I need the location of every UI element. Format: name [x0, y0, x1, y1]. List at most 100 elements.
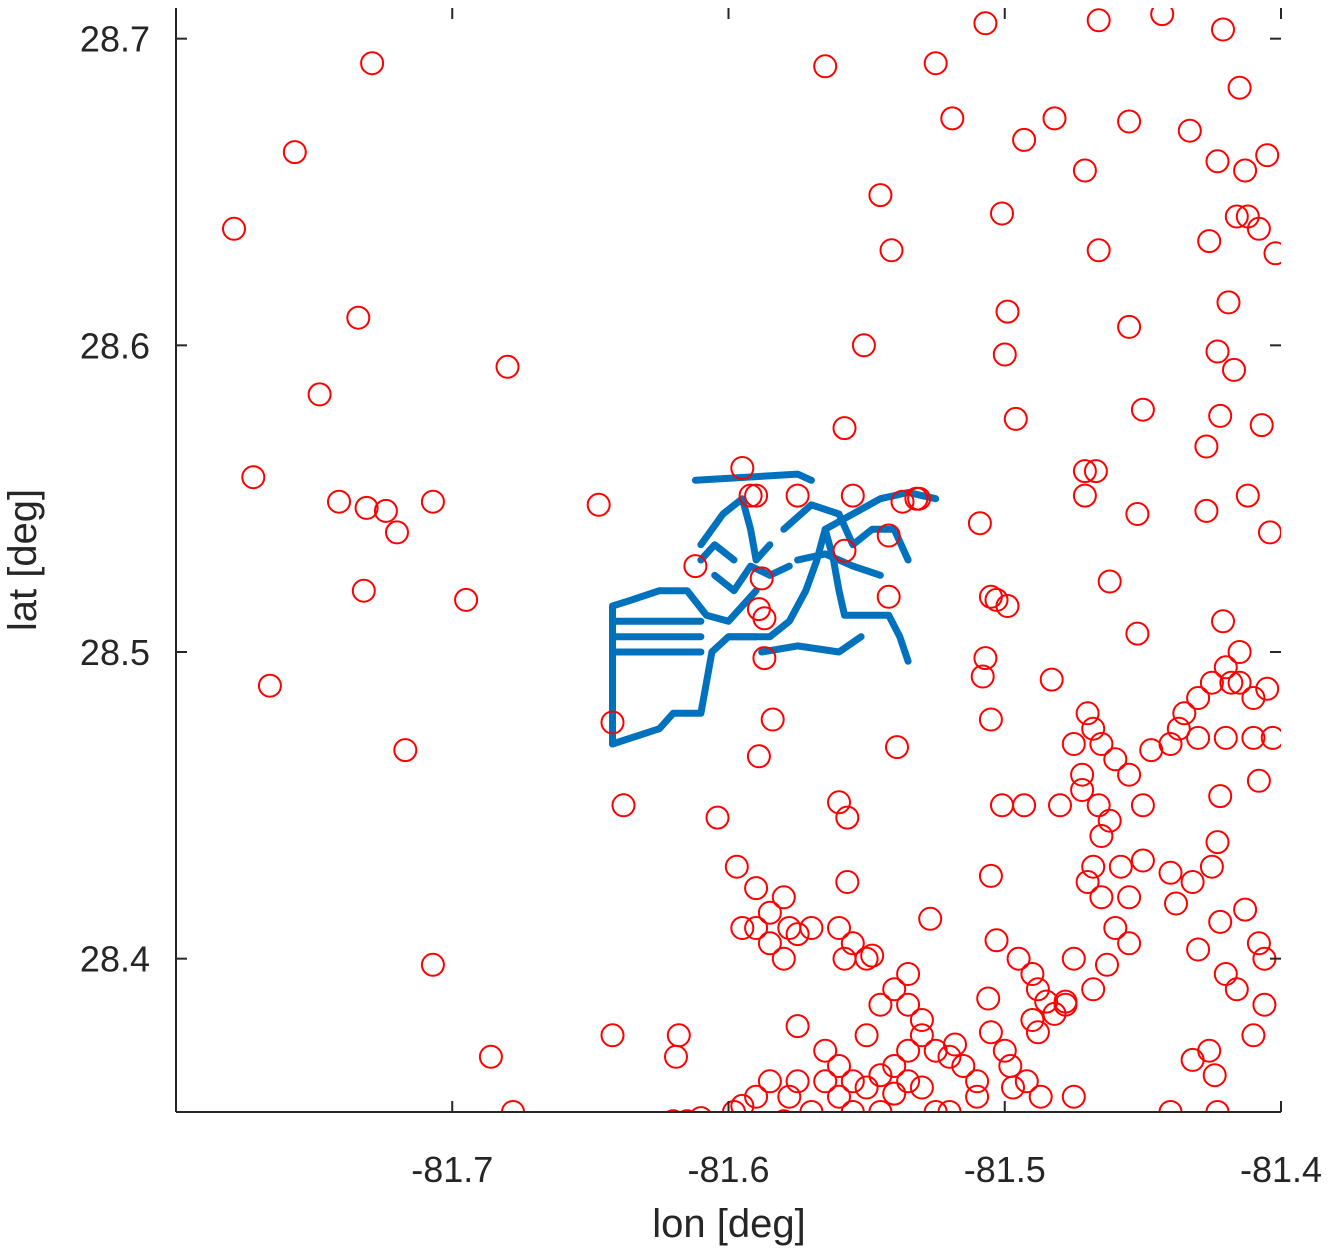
circle-marker	[724, 854, 749, 879]
circle-marker	[1211, 609, 1235, 634]
circle-marker	[992, 1038, 1017, 1063]
circle-marker	[976, 986, 1001, 1011]
circle-marker	[1205, 149, 1230, 174]
circle-marker	[1117, 885, 1142, 910]
circle-marker	[1246, 931, 1271, 956]
circle-marker	[984, 587, 1009, 612]
circle-marker	[1233, 158, 1258, 183]
route-path	[697, 541, 738, 564]
circle-marker	[360, 51, 385, 76]
circle-marker	[813, 1069, 838, 1094]
circle-marker	[1199, 670, 1224, 695]
circle-marker	[951, 1054, 976, 1078]
circle-marker	[600, 710, 625, 735]
y-axis-label: lat [deg]	[1, 489, 45, 631]
circle-marker	[1086, 8, 1111, 33]
circle-marker	[1089, 732, 1114, 756]
circle-marker	[785, 922, 810, 947]
circle-marker	[1086, 793, 1111, 818]
circle-marker	[1241, 1023, 1266, 1048]
circle-marker	[744, 916, 769, 940]
circle-marker	[785, 483, 810, 508]
circle-marker	[730, 456, 755, 480]
circle-marker	[776, 1109, 792, 1112]
circle-marker	[1012, 127, 1037, 152]
circle-marker	[1075, 701, 1100, 726]
circle-marker	[965, 1069, 990, 1094]
circle-marker	[1012, 793, 1037, 818]
circle-marker	[1252, 992, 1277, 1017]
circle-marker	[1186, 725, 1211, 750]
circle-marker	[943, 1032, 967, 1057]
circle-marker	[1227, 640, 1252, 664]
circle-marker	[851, 333, 876, 358]
circle-marker	[882, 1081, 907, 1106]
circle-marker	[1081, 854, 1106, 879]
circle-marker	[611, 793, 636, 818]
circle-marker	[1028, 1084, 1053, 1109]
circle-marker	[241, 465, 266, 490]
circle-marker	[683, 554, 708, 579]
circle-marker	[1205, 1100, 1230, 1112]
circle-marker	[832, 538, 857, 563]
circle-marker	[1103, 916, 1128, 940]
circle-marker	[1222, 357, 1246, 382]
circle-marker	[1089, 885, 1114, 910]
circle-marker	[1205, 830, 1230, 855]
x-tick-label: -81.5	[964, 1149, 1046, 1190]
circle-marker	[1081, 977, 1106, 1002]
route-path	[821, 525, 912, 665]
circle-marker	[307, 382, 332, 407]
circle-marker	[757, 1069, 782, 1094]
circle-marker	[965, 1084, 990, 1109]
circle-marker	[1219, 670, 1244, 695]
circle-marker	[1014, 1069, 1039, 1094]
circle-marker	[752, 606, 777, 631]
circle-marker	[420, 489, 445, 514]
circle-marker	[1125, 502, 1150, 526]
circle-marker	[373, 498, 398, 523]
circle-marker	[923, 51, 948, 76]
circle-marker	[1042, 106, 1067, 131]
circle-marker	[1072, 158, 1097, 183]
route-series	[609, 470, 940, 748]
circle-marker	[1070, 778, 1095, 802]
circle-marker	[1197, 229, 1222, 254]
circle-marker	[1258, 520, 1281, 545]
circle-marker	[744, 483, 769, 508]
circle-marker	[1172, 701, 1197, 726]
circle-marker	[868, 1063, 893, 1088]
circle-marker	[1039, 667, 1064, 692]
circle-marker	[757, 900, 782, 925]
circle-marker	[664, 1044, 688, 1069]
circle-marker	[868, 992, 893, 1017]
circle-marker	[799, 916, 824, 940]
circle-marker	[1208, 784, 1233, 809]
circle-marker	[813, 54, 838, 79]
circle-marker	[690, 1106, 712, 1112]
route-path	[609, 633, 760, 748]
circle-marker	[354, 495, 379, 520]
circle-marker	[885, 735, 909, 760]
circle-marker	[1180, 870, 1205, 894]
circle-marker	[1108, 854, 1133, 879]
circle-marker	[1072, 459, 1097, 484]
circle-marker	[1177, 118, 1202, 143]
circle-marker	[973, 11, 998, 36]
circle-marker	[1020, 962, 1045, 986]
circle-marker	[896, 992, 921, 1017]
circle-marker	[738, 483, 763, 508]
circle-marker	[909, 1023, 934, 1048]
circle-marker	[995, 299, 1020, 324]
circle-marker	[785, 1014, 810, 1039]
route-path	[758, 633, 865, 656]
circle-marker	[1213, 655, 1238, 680]
circle-marker	[1034, 989, 1059, 1014]
circle-marker	[454, 587, 479, 612]
circle-marker	[1130, 397, 1155, 422]
circle-marker	[1158, 1100, 1183, 1112]
circle-marker	[1006, 946, 1031, 971]
circle-marker	[890, 489, 915, 514]
circle-marker	[1081, 716, 1106, 741]
circle-marker	[1213, 725, 1238, 750]
